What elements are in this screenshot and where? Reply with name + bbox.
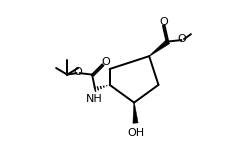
Text: NH: NH <box>86 94 103 104</box>
Text: O: O <box>160 17 168 27</box>
Polygon shape <box>149 39 170 56</box>
Polygon shape <box>133 103 138 123</box>
Text: OH: OH <box>127 128 144 137</box>
Text: O: O <box>74 67 82 77</box>
Text: O: O <box>178 34 186 44</box>
Text: O: O <box>101 57 110 67</box>
